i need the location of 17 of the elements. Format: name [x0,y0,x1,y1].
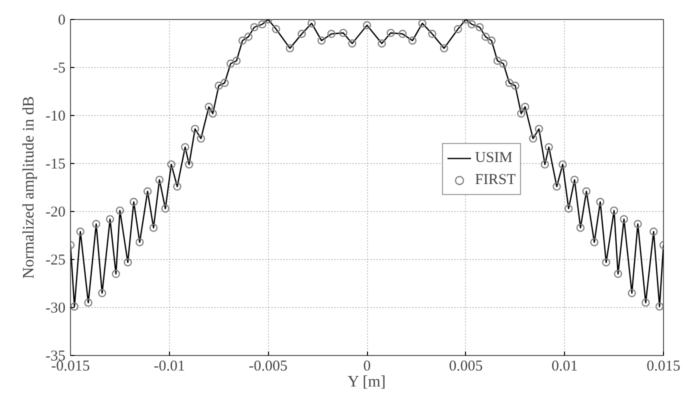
legend-label: USIM [475,150,513,166]
y-tick-label: 0 [58,12,66,28]
y-tick-label: -25 [46,252,66,268]
x-tick-label: -0.005 [248,358,288,374]
y-tick-label: -30 [46,300,66,316]
x-tick-label: 0.005 [448,358,483,374]
y-tick-label: -10 [46,108,66,124]
x-tick-label: -0.01 [154,358,185,374]
x-tick-label: 0 [363,358,371,374]
y-axis-title: Normalized amplitude in dB [20,96,38,279]
y-tick-label: -15 [46,156,66,172]
y-tick-label: -5 [53,60,66,76]
y-tick-label: -20 [46,204,66,220]
x-tick-label: 0.01 [552,358,578,374]
legend-label: FIRST [475,172,516,188]
x-axis-title: Y [m] [348,374,386,390]
x-tick-label: 0.015 [646,358,680,374]
